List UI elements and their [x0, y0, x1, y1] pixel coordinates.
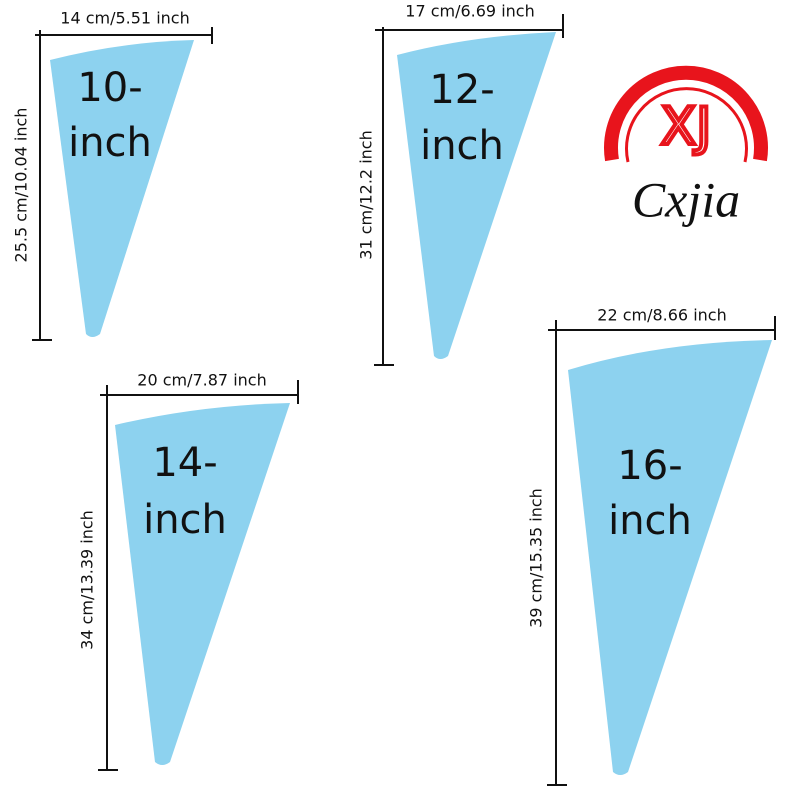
size-label: inch: [420, 123, 504, 169]
size-label: inch: [143, 497, 227, 543]
logo-brand: Cxjia: [632, 171, 740, 227]
size-label: 14-: [152, 440, 217, 486]
size-label: 12-: [429, 67, 494, 113]
bag-shape: [397, 32, 556, 359]
bag-10: 14 cm/5.51 inch 25.5 cm/10.04 inch 10- i…: [12, 9, 213, 341]
bag-14: 20 cm/7.87 inch 34 cm/13.39 inch 14- inc…: [78, 371, 299, 771]
height-label: 39 cm/15.35 inch: [527, 488, 546, 628]
bag-12: 17 cm/6.69 inch 31 cm/12.2 inch 12- inch: [357, 2, 564, 366]
bag-shape: [50, 40, 194, 337]
size-label: 16-: [617, 443, 682, 489]
logo-arc-inner: [625, 87, 748, 163]
width-label: 20 cm/7.87 inch: [137, 371, 266, 390]
width-label: 14 cm/5.51 inch: [60, 9, 189, 28]
size-label: inch: [68, 120, 152, 166]
bag-16: 22 cm/8.66 inch 39 cm/15.35 inch 16- inc…: [527, 306, 776, 786]
size-label: inch: [608, 498, 692, 544]
height-label: 25.5 cm/10.04 inch: [12, 108, 31, 263]
size-label: 10-: [77, 65, 142, 111]
logo: XJ Cxjia: [604, 65, 768, 227]
logo-arc: [604, 65, 768, 162]
bag-shape: [568, 340, 772, 775]
bag-shape: [115, 403, 290, 765]
width-label: 17 cm/6.69 inch: [405, 2, 534, 21]
logo-mark: XJ: [661, 97, 712, 157]
width-label: 22 cm/8.66 inch: [597, 306, 726, 325]
height-label: 34 cm/13.39 inch: [78, 510, 97, 650]
height-label: 31 cm/12.2 inch: [357, 130, 376, 259]
